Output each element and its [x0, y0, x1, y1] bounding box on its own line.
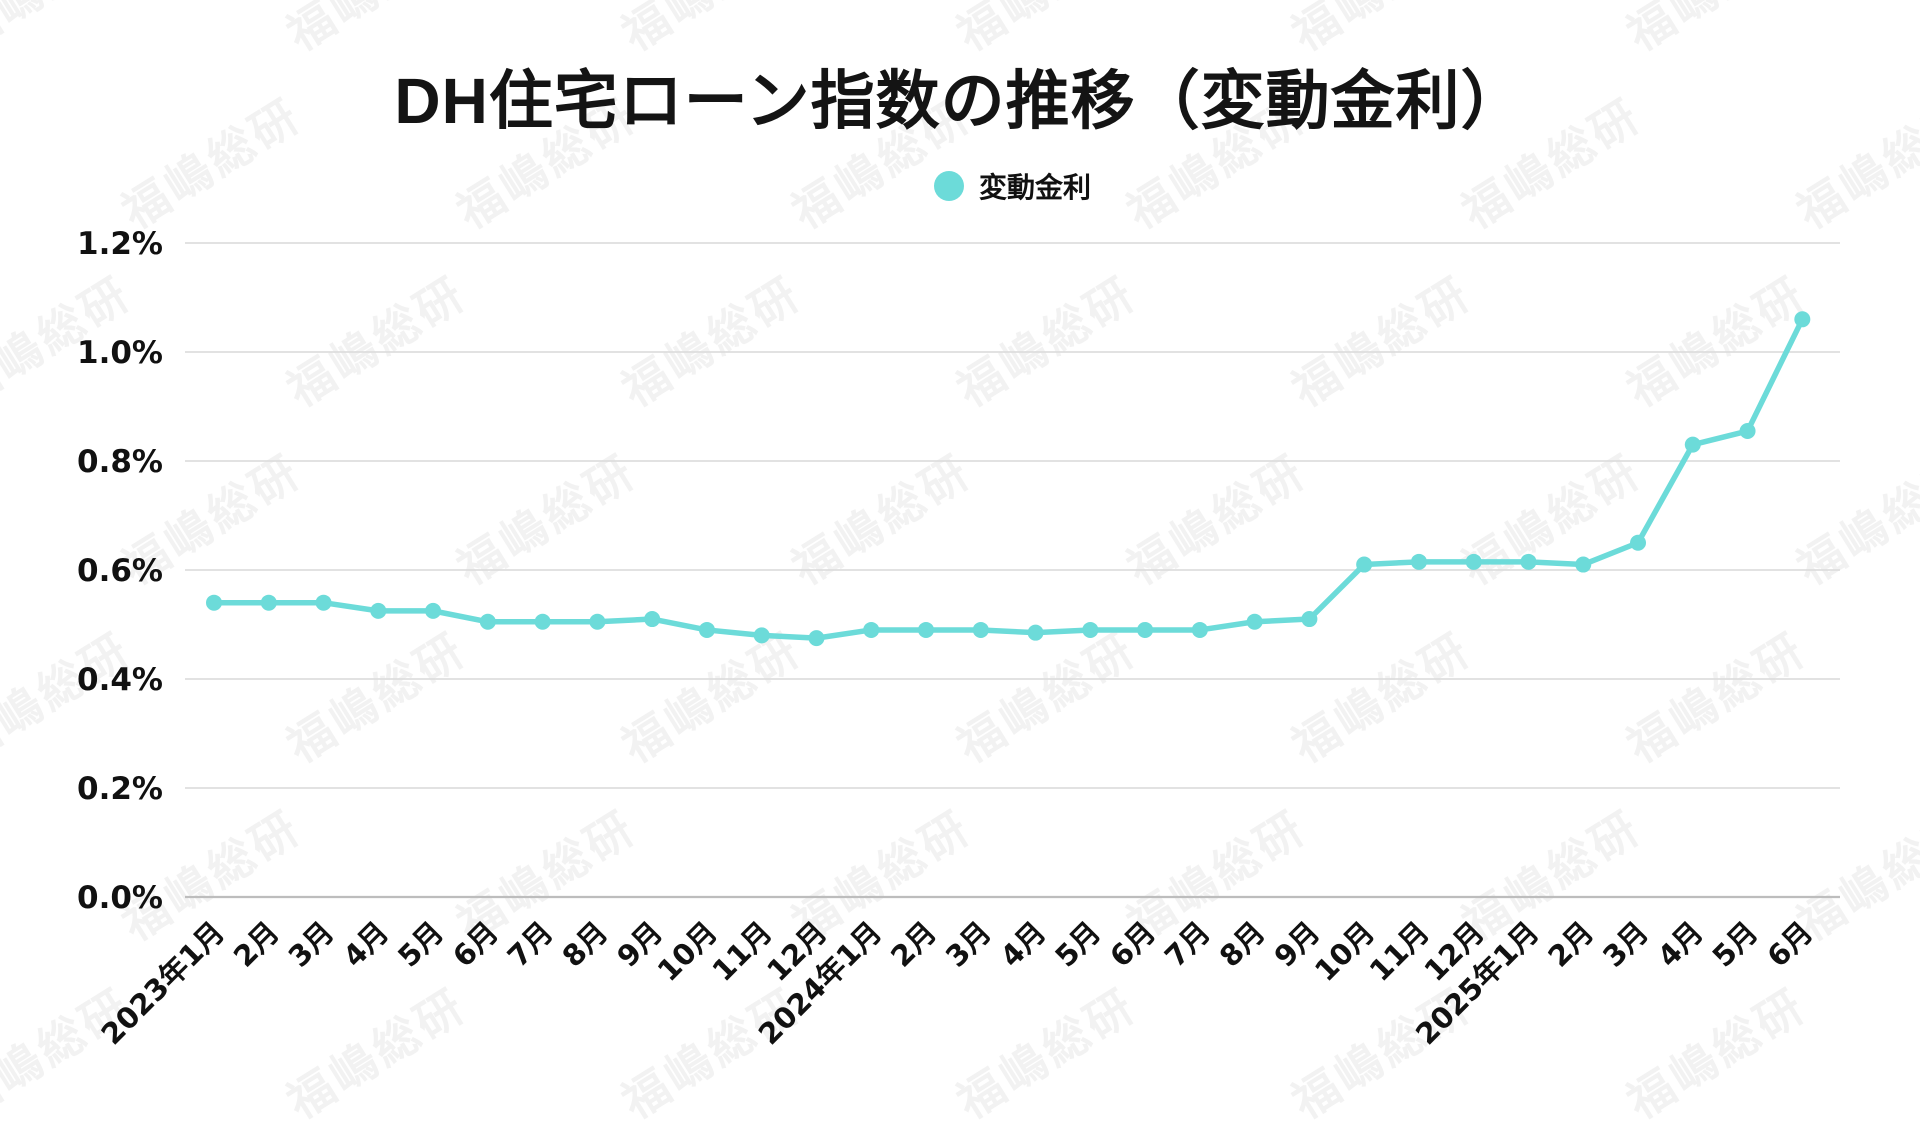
data-point-marker — [1630, 534, 1647, 551]
data-point-marker — [1027, 624, 1044, 641]
x-tick-label: 11月 — [706, 915, 779, 988]
data-point-marker — [589, 613, 606, 630]
x-tick-label: 2月 — [1541, 915, 1600, 974]
data-point-marker — [753, 627, 770, 644]
legend-label: 変動金利 — [978, 172, 1091, 203]
data-point-marker — [1794, 311, 1811, 328]
y-tick-label: 0.2% — [77, 771, 163, 807]
data-point-marker — [1684, 436, 1701, 453]
data-point-marker — [370, 602, 387, 619]
x-tick-label: 3月 — [1596, 915, 1655, 974]
x-tick-label: 11月 — [1363, 915, 1436, 988]
x-tick-label: 6月 — [446, 915, 505, 974]
data-point-marker — [1575, 556, 1592, 573]
data-point-marker — [972, 621, 989, 638]
x-tick-label: 5月 — [1048, 915, 1107, 974]
x-tick-label: 2月 — [884, 915, 943, 974]
x-tick-label: 5月 — [1706, 915, 1765, 974]
data-point-marker — [1465, 553, 1482, 570]
data-point-marker — [1410, 553, 1427, 570]
series-line — [211, 316, 1806, 641]
data-point-marker — [1520, 553, 1537, 570]
data-point-marker — [1246, 613, 1263, 630]
chart-title: DH住宅ローン指数の推移（変動金利） — [394, 65, 1526, 137]
x-tick-label: 4月 — [1651, 915, 1710, 974]
x-tick-label: 4月 — [336, 915, 395, 974]
data-point-marker — [534, 613, 551, 630]
data-point-marker — [644, 611, 661, 628]
y-tick-label: 0.6% — [77, 553, 163, 589]
x-tick-label: 5月 — [391, 915, 450, 974]
y-tick-label: 0.4% — [77, 662, 163, 698]
x-tick-label: 8月 — [1213, 915, 1272, 974]
data-point-marker — [479, 613, 496, 630]
x-tick-label: 3月 — [939, 915, 998, 974]
x-tick-label: 6月 — [1760, 915, 1819, 974]
x-tick-label: 4月 — [994, 915, 1053, 974]
data-point-marker — [1137, 621, 1154, 638]
x-tick-label: 6月 — [1103, 915, 1162, 974]
data-point-marker — [425, 602, 442, 619]
line-chart: 0.0%0.2%0.4%0.6%0.8%1.0%1.2%2023年1月2月3月4… — [77, 226, 1840, 1051]
x-tick-label: 10月 — [651, 915, 724, 988]
y-tick-label: 0.8% — [77, 444, 163, 480]
x-tick-label: 2月 — [227, 915, 286, 974]
y-tick-label: 1.2% — [77, 226, 163, 262]
data-point-marker — [808, 630, 825, 647]
y-tick-label: 1.0% — [77, 335, 163, 371]
x-tick-label: 8月 — [556, 915, 615, 974]
x-tick-label: 7月 — [501, 915, 560, 974]
data-point-marker — [1356, 556, 1373, 573]
data-point-marker — [1301, 611, 1318, 628]
legend-marker-icon — [933, 171, 964, 201]
x-tick-label: 10月 — [1308, 915, 1381, 988]
data-point-marker — [1191, 621, 1208, 638]
data-point-marker — [315, 594, 332, 611]
x-tick-label: 3月 — [282, 915, 341, 974]
data-point-marker — [918, 621, 935, 638]
data-point-marker — [1082, 621, 1099, 638]
data-point-marker — [1739, 423, 1756, 440]
x-tick-label: 7月 — [1158, 915, 1217, 974]
data-point-marker — [863, 621, 880, 638]
data-point-marker — [698, 621, 715, 638]
y-tick-label: 0.0% — [77, 880, 163, 916]
x-tick-label: 2023年1月 — [95, 915, 231, 1051]
data-point-marker — [260, 594, 277, 611]
data-point-marker — [206, 594, 222, 611]
legend: 変動金利 — [185, 166, 1840, 206]
